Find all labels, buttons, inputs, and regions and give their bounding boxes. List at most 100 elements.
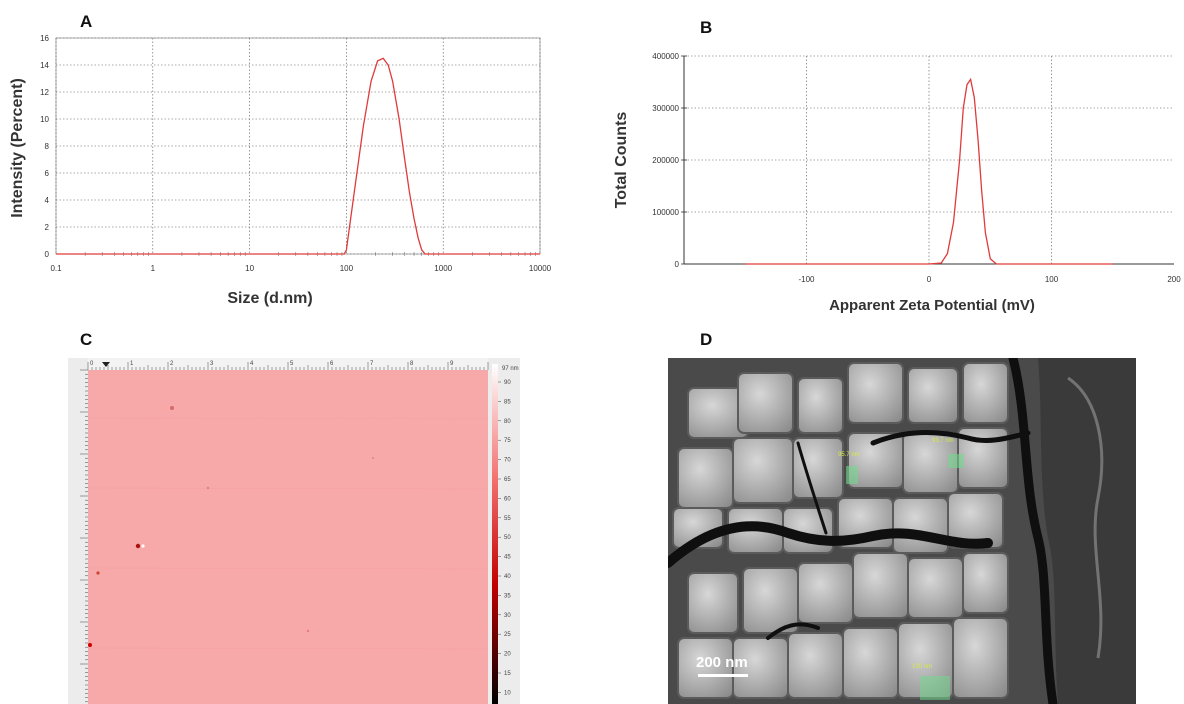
- series: [56, 57, 540, 255]
- afm-particle: [96, 571, 100, 575]
- afm-particle: [135, 543, 141, 549]
- sem-grain: [852, 552, 909, 619]
- panel-letter-c: C: [80, 330, 93, 349]
- y-tick-label: 4: [45, 196, 50, 205]
- y-tick-label: 0: [675, 260, 680, 269]
- y-tick-label: 200000: [652, 156, 679, 165]
- sem-grain: [792, 437, 844, 499]
- y-tick-label: 0: [45, 250, 50, 259]
- colorbar-tick-label: 40: [504, 574, 511, 580]
- tick-labels: 0.1 1 10 100 1000 10000 0 2 4 6 8 10 12 14 16: [40, 34, 552, 273]
- colorbar-tick-label: 45: [504, 555, 511, 561]
- x-tick-label: 10000: [529, 264, 552, 273]
- ruler-marker-icon: [102, 362, 110, 367]
- x-tick-label: 100: [1045, 275, 1059, 284]
- afm-colorbar-top-label: 97 nm: [502, 366, 519, 372]
- y-tick-label: 8: [45, 142, 50, 151]
- sem-measurement-markers: 95.7 nm 93.7 nm 130 nm: [838, 438, 964, 700]
- x-tick-label: 1000: [434, 264, 452, 273]
- x-tick-label: 200: [1167, 275, 1181, 284]
- sem-grain: [677, 447, 734, 509]
- measurement-marker: [846, 466, 858, 484]
- sem-grain: [962, 552, 1009, 614]
- colorbar-tick-label: 15: [504, 671, 511, 677]
- grid: [681, 55, 1174, 265]
- colorbar-tick-label: 25: [504, 632, 511, 638]
- afm-texture: [87, 417, 489, 650]
- y-tick-label: 400000: [652, 52, 679, 61]
- afm-particle: [372, 457, 374, 459]
- ruler-label: 3: [210, 361, 214, 367]
- zeta-potential-chart: -100 0 100 200 0 100000 200000 300000 400000 App…: [613, 52, 1181, 314]
- afm-particle: [306, 629, 310, 633]
- colorbar-tick-label: 30: [504, 613, 511, 619]
- colorbar-tick-label: 70: [504, 458, 511, 464]
- afm-particle: [141, 544, 145, 548]
- ruler-label: 2: [170, 361, 174, 367]
- ruler-label: 0: [90, 361, 94, 367]
- y-tick-label: 10: [40, 115, 49, 124]
- y-tick-label: 2: [45, 223, 50, 232]
- measurement-label: 130 nm: [912, 664, 932, 670]
- sem-grain: [847, 362, 904, 424]
- x-tick-label: 0: [927, 275, 932, 284]
- sem-grain: [907, 557, 964, 619]
- sem-grain: [962, 362, 1009, 424]
- sem-grain: [687, 572, 739, 634]
- panel-letter-d: D: [700, 330, 713, 349]
- afm-particle: [170, 406, 174, 410]
- sem-grain: [742, 567, 799, 634]
- colorbar-tick-label: 55: [504, 516, 511, 522]
- sem-grain: [892, 497, 949, 554]
- size-distribution-chart: 0.1 1 10 100 1000 10000 0 2 4 6 8 10 12 14 16 Size (d.…: [9, 34, 552, 307]
- zeta-potential-line: [745, 77, 1113, 265]
- ruler-label: 4: [250, 361, 254, 367]
- colorbar-tick-label: 65: [504, 477, 511, 483]
- ruler-label: 8: [410, 361, 414, 367]
- afm-particle: [206, 486, 210, 490]
- sem-grain: [787, 632, 844, 699]
- sem-grain: [797, 377, 844, 434]
- sem-dark-region: [1038, 358, 1136, 704]
- y-tick-label: 100000: [652, 208, 679, 217]
- afm-particle: [88, 643, 92, 647]
- x-tick-label: 1: [151, 264, 156, 273]
- measurement-marker: [920, 676, 950, 700]
- y-axis-label: Intensity (Percent): [9, 78, 26, 218]
- y-axis-label: Total Counts: [613, 112, 630, 209]
- scale-bar-label: 200 nm: [696, 654, 748, 671]
- x-axis-label: Apparent Zeta Potential (mV): [829, 297, 1035, 314]
- x-tick-label: 100: [340, 264, 354, 273]
- colorbar-tick-label: 75: [504, 438, 511, 444]
- sem-dark-edge: [1067, 376, 1104, 659]
- y-tick-label: 12: [40, 88, 49, 97]
- colorbar-tick-label: 80: [504, 419, 511, 425]
- y-tick-label: 14: [40, 61, 49, 70]
- sem-grain: [842, 627, 899, 699]
- tick-labels: -100 0 100 200 0 100000 200000 300000 400000: [652, 52, 1181, 284]
- sem-cracks: [668, 358, 1058, 704]
- panel-letter-a: A: [80, 12, 93, 31]
- afm-colorbar-ticks: 90 85 80 75 70 65 60 55 50 45 40 35 30 25 20 15 10: [498, 380, 511, 696]
- y-tick-label: 16: [40, 34, 49, 43]
- colorbar-tick-label: 35: [504, 593, 511, 599]
- colorbar-tick-label: 60: [504, 496, 511, 502]
- size-distribution-line: [56, 57, 540, 255]
- ruler-label: 7: [370, 361, 374, 367]
- colorbar-tick-label: 85: [504, 399, 511, 405]
- x-axis-label: Size (d.nm): [227, 290, 312, 307]
- panel-letter-b: B: [700, 18, 713, 37]
- y-tick-label: 300000: [652, 104, 679, 113]
- ruler-label: 1: [130, 361, 134, 367]
- sem-grain: [732, 437, 794, 504]
- ruler-label: 9: [450, 361, 454, 367]
- grid: [55, 37, 541, 256]
- measurement-marker: [948, 454, 964, 468]
- ruler-label: 5: [290, 361, 294, 367]
- colorbar-tick-label: 20: [504, 652, 511, 658]
- x-tick-label: 0.1: [50, 264, 62, 273]
- series: [745, 77, 1113, 265]
- colorbar-tick-label: 10: [504, 690, 511, 696]
- afm-particles: [88, 406, 374, 647]
- afm-surface: [88, 370, 488, 704]
